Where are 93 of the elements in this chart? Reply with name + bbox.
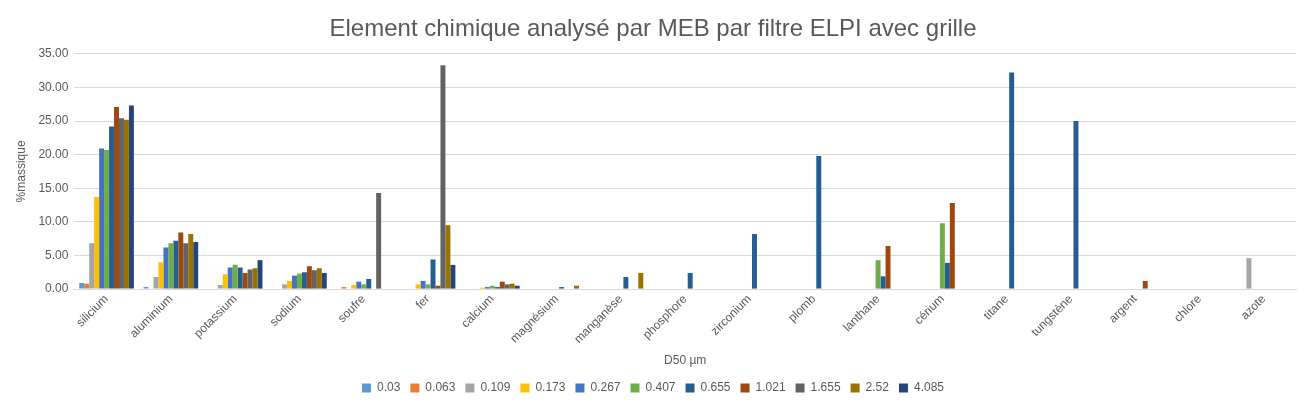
bar xyxy=(1009,72,1015,289)
bar xyxy=(425,284,431,289)
bar xyxy=(420,281,426,289)
bar xyxy=(158,262,164,289)
y-tick-label: 25.00 xyxy=(38,113,69,128)
y-tick-label: 10.00 xyxy=(38,214,69,229)
bar xyxy=(84,283,90,289)
bar xyxy=(119,118,124,289)
bar xyxy=(949,203,955,289)
bar xyxy=(356,281,362,289)
bar xyxy=(242,272,248,289)
bar xyxy=(128,105,134,289)
bar xyxy=(361,284,367,289)
bar xyxy=(1073,121,1079,289)
y-tick-label: 0.00 xyxy=(45,281,69,296)
chart-title: Element chimique analysé par MEB par filtre ELPI avec grille xyxy=(329,14,977,42)
bar xyxy=(247,269,253,289)
bar xyxy=(638,272,644,289)
legend-label: 0.03 xyxy=(377,380,401,395)
bar xyxy=(509,283,515,289)
bar xyxy=(109,126,115,289)
legend-label: 0.655 xyxy=(700,380,731,395)
y-tick-label: 35.00 xyxy=(38,46,69,61)
bar xyxy=(287,281,292,289)
bar xyxy=(296,273,302,289)
bar xyxy=(252,268,258,289)
bar xyxy=(816,155,822,289)
bar xyxy=(351,285,357,289)
bar xyxy=(173,240,179,289)
bar xyxy=(623,276,629,289)
bar xyxy=(99,148,105,289)
bar xyxy=(183,243,189,289)
bar xyxy=(114,106,119,289)
bar xyxy=(944,262,950,289)
legend-label: 4.085 xyxy=(913,380,945,395)
bar xyxy=(311,270,317,289)
bar xyxy=(89,243,95,289)
bar xyxy=(499,281,505,289)
bar xyxy=(178,232,184,289)
y-tick-label: 30.00 xyxy=(38,79,69,94)
bar xyxy=(415,284,421,289)
bar xyxy=(885,246,891,289)
bar xyxy=(687,272,693,289)
bar xyxy=(435,285,441,289)
bar xyxy=(217,285,223,289)
bar xyxy=(880,276,886,289)
bar xyxy=(1246,258,1252,289)
bar xyxy=(153,276,159,289)
bar xyxy=(489,285,495,289)
legend-label: 0.063 xyxy=(425,380,456,395)
legend-label: 0.173 xyxy=(535,380,566,395)
bar xyxy=(366,278,372,289)
legend-label: 0.109 xyxy=(480,380,511,395)
y-tick-label: 5.00 xyxy=(45,247,69,262)
y-tick-label: 15.00 xyxy=(38,180,69,195)
y-tick-label: 20.00 xyxy=(38,146,69,161)
bar xyxy=(227,267,233,289)
legend-label: 1.021 xyxy=(755,380,786,395)
bar xyxy=(237,267,243,289)
bar xyxy=(574,285,579,289)
bar xyxy=(316,268,322,289)
bar xyxy=(222,274,228,289)
bar xyxy=(514,285,520,289)
legend-label: 0.267 xyxy=(590,380,621,395)
bar xyxy=(301,272,307,289)
bar xyxy=(163,247,169,289)
bar xyxy=(440,65,446,289)
legend-label: 2.52 xyxy=(865,380,890,395)
bar xyxy=(282,284,288,289)
x-tick-label: fer xyxy=(412,291,433,312)
bar xyxy=(193,242,199,289)
bar xyxy=(188,233,194,289)
bar xyxy=(751,233,757,289)
legend-label: 1.655 xyxy=(810,380,841,395)
bar xyxy=(292,275,297,289)
bar xyxy=(79,283,85,289)
bar xyxy=(1142,281,1148,289)
bar xyxy=(321,272,327,289)
bar xyxy=(504,284,510,289)
bar xyxy=(123,119,129,289)
y-axis-title: %massique xyxy=(13,140,28,203)
bar xyxy=(94,196,100,289)
bar xyxy=(450,264,456,289)
bar xyxy=(376,192,382,289)
bar xyxy=(445,225,451,289)
bar xyxy=(875,260,881,289)
legend-label: 0.407 xyxy=(645,380,676,395)
bar xyxy=(168,243,174,289)
bar xyxy=(104,149,110,289)
bar xyxy=(306,266,312,289)
bar xyxy=(939,223,945,289)
bar xyxy=(232,264,238,289)
x-axis-title: D50 µm xyxy=(664,353,707,368)
